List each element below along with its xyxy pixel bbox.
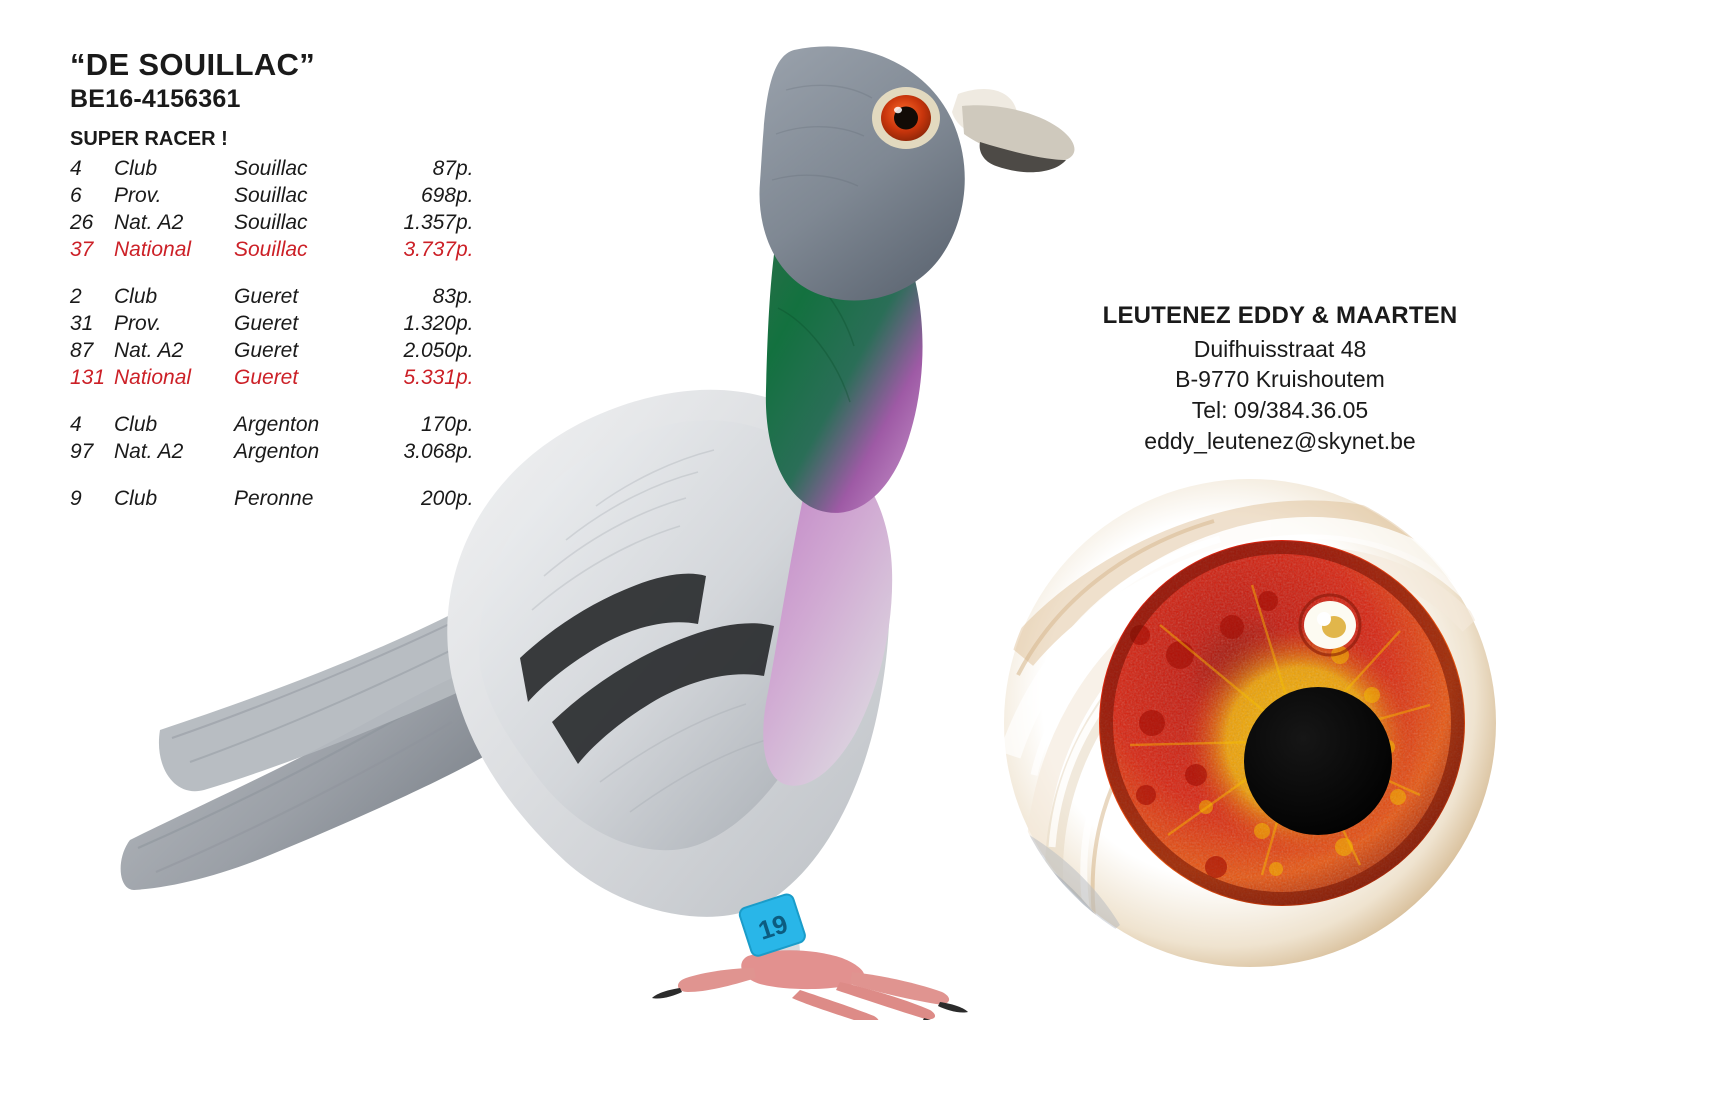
cell-race: Peronne <box>234 487 314 511</box>
cell-race: Argenton <box>234 440 320 464</box>
cell-unit: p. <box>456 312 474 336</box>
table-row: 37 National Souillac 3.737 p. <box>70 236 486 263</box>
cell-position: 9 <box>70 487 82 511</box>
cell-position: 131 <box>70 366 106 390</box>
owner-city: B-9770 Kruishoutem <box>1175 366 1385 393</box>
table-row: 4 Club Argenton 170 p. <box>70 411 486 438</box>
owner-street: Duifhuisstraat 48 <box>1193 335 1367 362</box>
table-row: 26 Nat. A2 Souillac 1.357 p. <box>70 209 486 236</box>
subtitle-super-racer: SUPER RACER ! <box>70 128 228 151</box>
table-row: 87 Nat. A2 Gueret 2.050 p. <box>70 337 486 364</box>
cell-position: 37 <box>70 238 94 262</box>
pigeon-info-panel: “DE SOUILLAC” BE16-4156361 SUPER RACER !… <box>70 47 500 512</box>
cell-race: Souillac <box>234 238 308 262</box>
cell-level: Club <box>114 413 158 437</box>
cell-position: 6 <box>70 184 82 208</box>
cell-race: Argenton <box>234 413 320 437</box>
cell-race: Gueret <box>234 339 299 363</box>
cell-level: Nat. A2 <box>114 211 184 235</box>
race-results-table: 4 Club Souillac 87 p. 6 Prov. Souillac 698 p. 26 Na… <box>70 155 486 512</box>
cell-race: Souillac <box>234 211 308 235</box>
cell-count: 2.050 <box>403 339 456 363</box>
table-row: 131 National Gueret 5.331 p. <box>70 364 486 391</box>
cell-race: Souillac <box>234 157 308 181</box>
cell-level: Prov. <box>114 312 162 336</box>
cell-position: 26 <box>70 211 94 235</box>
cell-race: Gueret <box>234 366 299 390</box>
cell-level: Prov. <box>114 184 162 208</box>
cell-level: Club <box>114 487 158 511</box>
cell-count: 5.331 <box>403 366 456 390</box>
table-row: 2 Club Gueret 83 p. <box>70 283 486 310</box>
cell-unit: p. <box>456 339 474 363</box>
pigeon-feet <box>652 906 968 1020</box>
cell-unit: p. <box>456 157 474 181</box>
cell-count: 200 <box>420 487 456 511</box>
cell-unit: p. <box>456 487 474 511</box>
cell-level: Nat. A2 <box>114 440 184 464</box>
cell-unit: p. <box>456 413 474 437</box>
cell-unit: p. <box>456 238 474 262</box>
cell-level: National <box>114 366 192 390</box>
cell-position: 4 <box>70 157 82 181</box>
cell-count: 1.357 <box>403 211 456 235</box>
cell-level: Club <box>114 157 158 181</box>
owner-phone: Tel: 09/384.36.05 <box>1191 397 1369 424</box>
owner-address-block: LEUTENEZ EDDY & MAARTEN Duifhuisstraat 4… <box>1030 300 1530 456</box>
table-row: 6 Prov. Souillac 698 p. <box>70 182 486 209</box>
cell-count: 3.068 <box>403 440 456 464</box>
cell-count: 3.737 <box>403 238 456 262</box>
table-row: 4 Club Souillac 87 p. <box>70 155 486 182</box>
owner-email: eddy_leutenez@skynet.be <box>1144 427 1416 454</box>
cell-unit: p. <box>456 211 474 235</box>
table-row: 97 Nat. A2 Argenton 3.068 p. <box>70 438 486 465</box>
pigeon-photo: 19 <box>100 10 1100 1020</box>
cell-unit: p. <box>456 285 474 309</box>
cell-position: 31 <box>70 312 94 336</box>
cell-unit: p. <box>456 440 474 464</box>
cell-race: Gueret <box>234 312 299 336</box>
cell-unit: p. <box>456 184 474 208</box>
cell-position: 2 <box>70 285 82 309</box>
leg-band: 19 <box>738 893 806 957</box>
cell-position: 87 <box>70 339 94 363</box>
cell-position: 4 <box>70 413 82 437</box>
cell-race: Souillac <box>234 184 308 208</box>
table-row: 31 Prov. Gueret 1.320 p. <box>70 310 486 337</box>
ring-number: BE16-4156361 <box>70 84 241 113</box>
page-title: “DE SOUILLAC” <box>70 47 316 82</box>
cell-count: 698 <box>420 184 456 208</box>
cell-race: Gueret <box>234 285 299 309</box>
cell-count: 83 <box>432 285 456 309</box>
table-row: 9 Club Peronne 200 p. <box>70 485 486 512</box>
cell-count: 1.320 <box>403 312 456 336</box>
cell-count: 87 <box>432 157 456 181</box>
cell-position: 97 <box>70 440 94 464</box>
cell-count: 170 <box>420 413 456 437</box>
cell-unit: p. <box>456 366 474 390</box>
cell-level: Club <box>114 285 158 309</box>
pigeon-eye-photo <box>1000 455 1520 995</box>
owner-name: LEUTENEZ EDDY & MAARTEN <box>1102 302 1458 329</box>
cell-level: National <box>114 238 192 262</box>
cell-level: Nat. A2 <box>114 339 184 363</box>
